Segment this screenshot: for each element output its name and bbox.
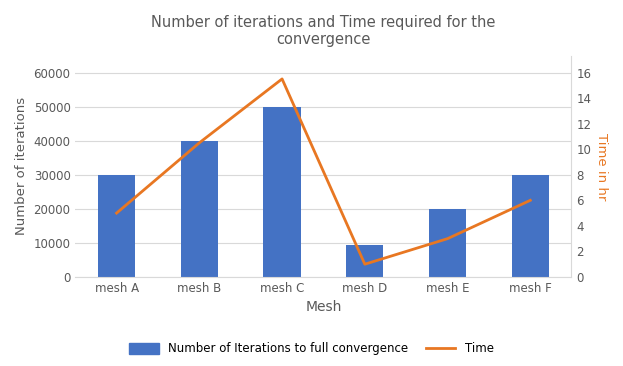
Legend: Number of Iterations to full convergence, Time: Number of Iterations to full convergence…	[125, 338, 498, 360]
X-axis label: Mesh: Mesh	[305, 300, 341, 314]
Bar	[511, 175, 549, 277]
Bar	[429, 209, 466, 277]
Y-axis label: Time in hr: Time in hr	[595, 132, 608, 200]
Bar	[346, 244, 383, 277]
Title: Number of iterations and Time required for the
convergence: Number of iterations and Time required f…	[151, 15, 496, 48]
Y-axis label: Number of iterations: Number of iterations	[15, 97, 28, 235]
Bar	[181, 141, 218, 277]
Bar	[98, 175, 135, 277]
Bar	[264, 107, 301, 277]
